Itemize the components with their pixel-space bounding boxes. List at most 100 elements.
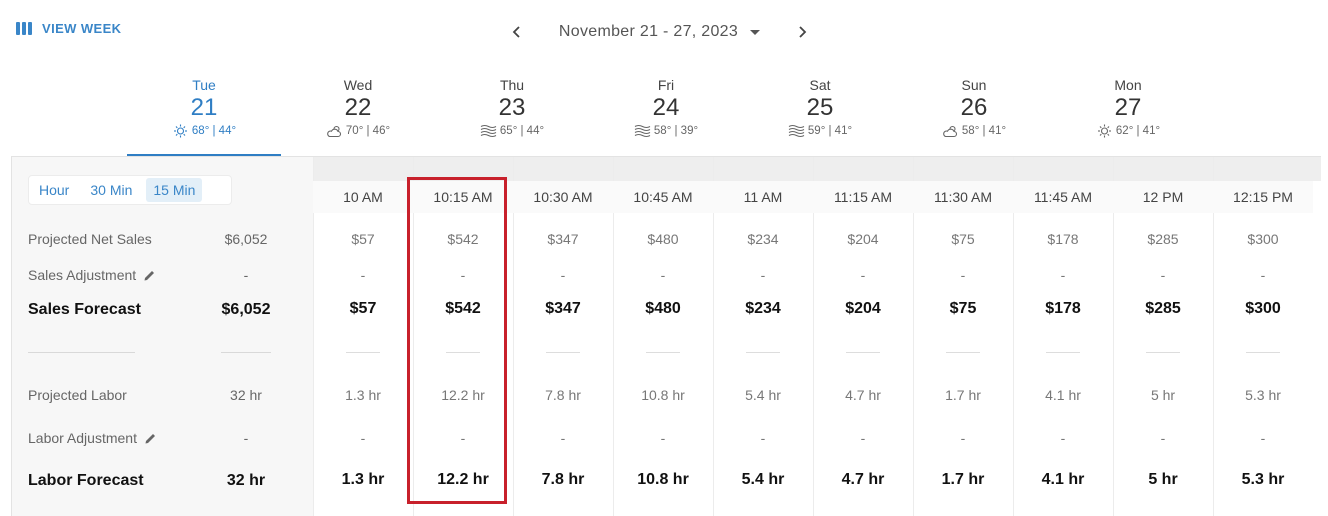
cell-labor-fc: 5 hr xyxy=(1148,471,1178,488)
interval-column[interactable]: 10:15 AM $542 - $542 12.2 hr - 12.2 hr xyxy=(413,157,513,516)
interval-toggle: Hour 30 Min 15 Min xyxy=(28,175,232,205)
cell-labor-adj: - xyxy=(760,430,766,446)
labor-adjustment-total: - xyxy=(243,430,249,446)
projected-net-sales-total: $6,052 xyxy=(224,231,268,247)
divider xyxy=(446,352,480,353)
cell-sales-adj: - xyxy=(560,267,566,283)
interval-column[interactable]: 12:15 PM $300 - $300 5.3 hr - 5.3 hr xyxy=(1213,157,1313,516)
day-tab-mon[interactable]: Mon 27 62° | 41° xyxy=(1051,76,1205,156)
interval-column[interactable]: 11 AM $234 - $234 5.4 hr - 5.4 hr xyxy=(713,157,813,516)
cloud-sun-icon xyxy=(326,124,343,138)
day-name: Fri xyxy=(657,77,675,93)
cell-labor-fc: 5.3 hr xyxy=(1241,471,1285,488)
forecast-table: Hour 30 Min 15 Min Projected Net Sales $… xyxy=(11,156,1321,516)
column-divider xyxy=(413,157,414,516)
time-header: 10:15 AM xyxy=(413,181,513,213)
interval-column[interactable]: 10:30 AM $347 - $347 7.8 hr - 7.8 hr xyxy=(513,157,613,516)
interval-column[interactable]: 11:15 AM $204 - $204 4.7 hr - 4.7 hr xyxy=(813,157,913,516)
interval-15min-button[interactable]: 15 Min xyxy=(146,178,203,202)
cell-labor-adj: - xyxy=(1060,430,1066,446)
temperature-range: 58° | 41° xyxy=(961,125,1007,137)
date-range-dropdown[interactable]: November 21 - 27, 2023 xyxy=(558,23,761,41)
cloud-sun-icon xyxy=(942,124,959,138)
next-week-button[interactable] xyxy=(790,18,814,46)
interval-column[interactable]: 12 PM $285 - $285 5 hr - 5 hr xyxy=(1113,157,1213,516)
cell-sales: $204 xyxy=(847,231,879,247)
cell-sales: $75 xyxy=(951,231,975,247)
cell-sales-fc: $204 xyxy=(845,300,881,317)
divider xyxy=(646,352,680,353)
day-tab-sat[interactable]: Sat 25 59° | 41° xyxy=(743,76,897,156)
sales-adjustment-text: Sales Adjustment xyxy=(28,267,137,283)
weather-summary: 59° | 41° xyxy=(743,124,897,138)
divider xyxy=(546,352,580,353)
labor-forecast-text: Labor Forecast xyxy=(28,472,144,489)
cell-labor-adj: - xyxy=(1260,430,1266,446)
day-tab-tue[interactable]: Tue 21 68° | 44° xyxy=(127,76,281,156)
day-tab-thu[interactable]: Thu 23 65° | 44° xyxy=(435,76,589,156)
divider xyxy=(746,352,780,353)
pencil-icon[interactable] xyxy=(143,269,156,282)
cell-sales-fc: $75 xyxy=(949,300,977,317)
weather-summary: 58° | 41° xyxy=(897,124,1051,138)
cell-labor: 12.2 hr xyxy=(441,387,485,403)
cell-labor-adj: - xyxy=(1160,430,1166,446)
cell-labor: 4.7 hr xyxy=(845,387,881,403)
cell-labor: 5.4 hr xyxy=(745,387,781,403)
cell-labor-fc: 4.7 hr xyxy=(841,471,885,488)
sun-icon xyxy=(1096,124,1113,138)
sales-forecast-label: Sales Forecast xyxy=(28,301,141,319)
cell-labor-adj: - xyxy=(960,430,966,446)
view-week-button[interactable]: VIEW WEEK xyxy=(16,21,121,36)
cell-labor-fc: 5.4 hr xyxy=(741,471,785,488)
weather-summary: 70° | 46° xyxy=(281,124,435,138)
cell-labor: 7.8 hr xyxy=(545,387,581,403)
day-tabs: Tue 21 68° | 44° Wed 22 70° | 46° Thu 23 65° | 4… xyxy=(127,76,1205,156)
time-header: 11 AM xyxy=(713,181,813,213)
cell-sales-adj: - xyxy=(460,267,466,283)
interval-column[interactable]: 11:45 AM $178 - $178 4.1 hr - 4.1 hr xyxy=(1013,157,1113,516)
previous-week-button[interactable] xyxy=(505,18,529,46)
day-tab-wed[interactable]: Wed 22 70° | 46° xyxy=(281,76,435,156)
cell-sales: $285 xyxy=(1147,231,1179,247)
cell-sales: $480 xyxy=(647,231,679,247)
day-tab-sun[interactable]: Sun 26 58° | 41° xyxy=(897,76,1051,156)
labor-adjustment-text: Labor Adjustment xyxy=(28,430,137,446)
sales-forecast-text: Sales Forecast xyxy=(28,301,141,318)
day-tab-fri[interactable]: Fri 24 58° | 39° xyxy=(589,76,743,156)
day-number: 24 xyxy=(652,94,680,121)
interval-column[interactable]: 11:30 AM $75 - $75 1.7 hr - 1.7 hr xyxy=(913,157,1013,516)
cell-labor-fc: 4.1 hr xyxy=(1041,471,1085,488)
interval-column[interactable]: 10:45 AM $480 - $480 10.8 hr - 10.8 hr xyxy=(613,157,713,516)
cell-sales: $57 xyxy=(351,231,375,247)
day-number: 26 xyxy=(960,94,988,121)
cell-labor: 4.1 hr xyxy=(1045,387,1081,403)
cell-labor-fc: 1.7 hr xyxy=(941,471,985,488)
interval-columns-panel: 10 AM $57 - $57 1.3 hr - 1.3 hr 10:15 AM $542 - $5… xyxy=(313,157,1321,516)
time-header: 10 AM xyxy=(313,181,413,213)
cell-sales-adj: - xyxy=(660,267,666,283)
pencil-icon[interactable] xyxy=(144,432,157,445)
cell-labor-adj: - xyxy=(860,430,866,446)
projected-labor-text: Projected Labor xyxy=(28,387,127,403)
divider xyxy=(1046,352,1080,353)
date-navigation: November 21 - 27, 2023 xyxy=(0,18,1328,46)
interval-30min-button[interactable]: 30 Min xyxy=(83,178,139,202)
day-name: Thu xyxy=(499,77,525,93)
day-name: Sat xyxy=(809,77,831,93)
wind-icon xyxy=(788,124,805,138)
temperature-range: 62° | 41° xyxy=(1115,125,1161,137)
cell-labor-adj: - xyxy=(660,430,666,446)
interval-column[interactable]: 10 AM $57 - $57 1.3 hr - 1.3 hr xyxy=(313,157,413,516)
cell-labor-fc: 10.8 hr xyxy=(637,471,689,488)
temperature-range: 59° | 41° xyxy=(807,125,853,137)
cell-sales-fc: $542 xyxy=(445,300,481,317)
cell-sales: $542 xyxy=(447,231,479,247)
weather-summary: 68° | 44° xyxy=(127,124,281,138)
column-divider xyxy=(813,157,814,516)
column-divider xyxy=(1213,157,1214,516)
date-range-label: November 21 - 27, 2023 xyxy=(558,23,739,40)
caret-down-icon xyxy=(750,29,761,35)
time-header: 12 PM xyxy=(1113,181,1213,213)
interval-hour-button[interactable]: Hour xyxy=(32,178,76,202)
